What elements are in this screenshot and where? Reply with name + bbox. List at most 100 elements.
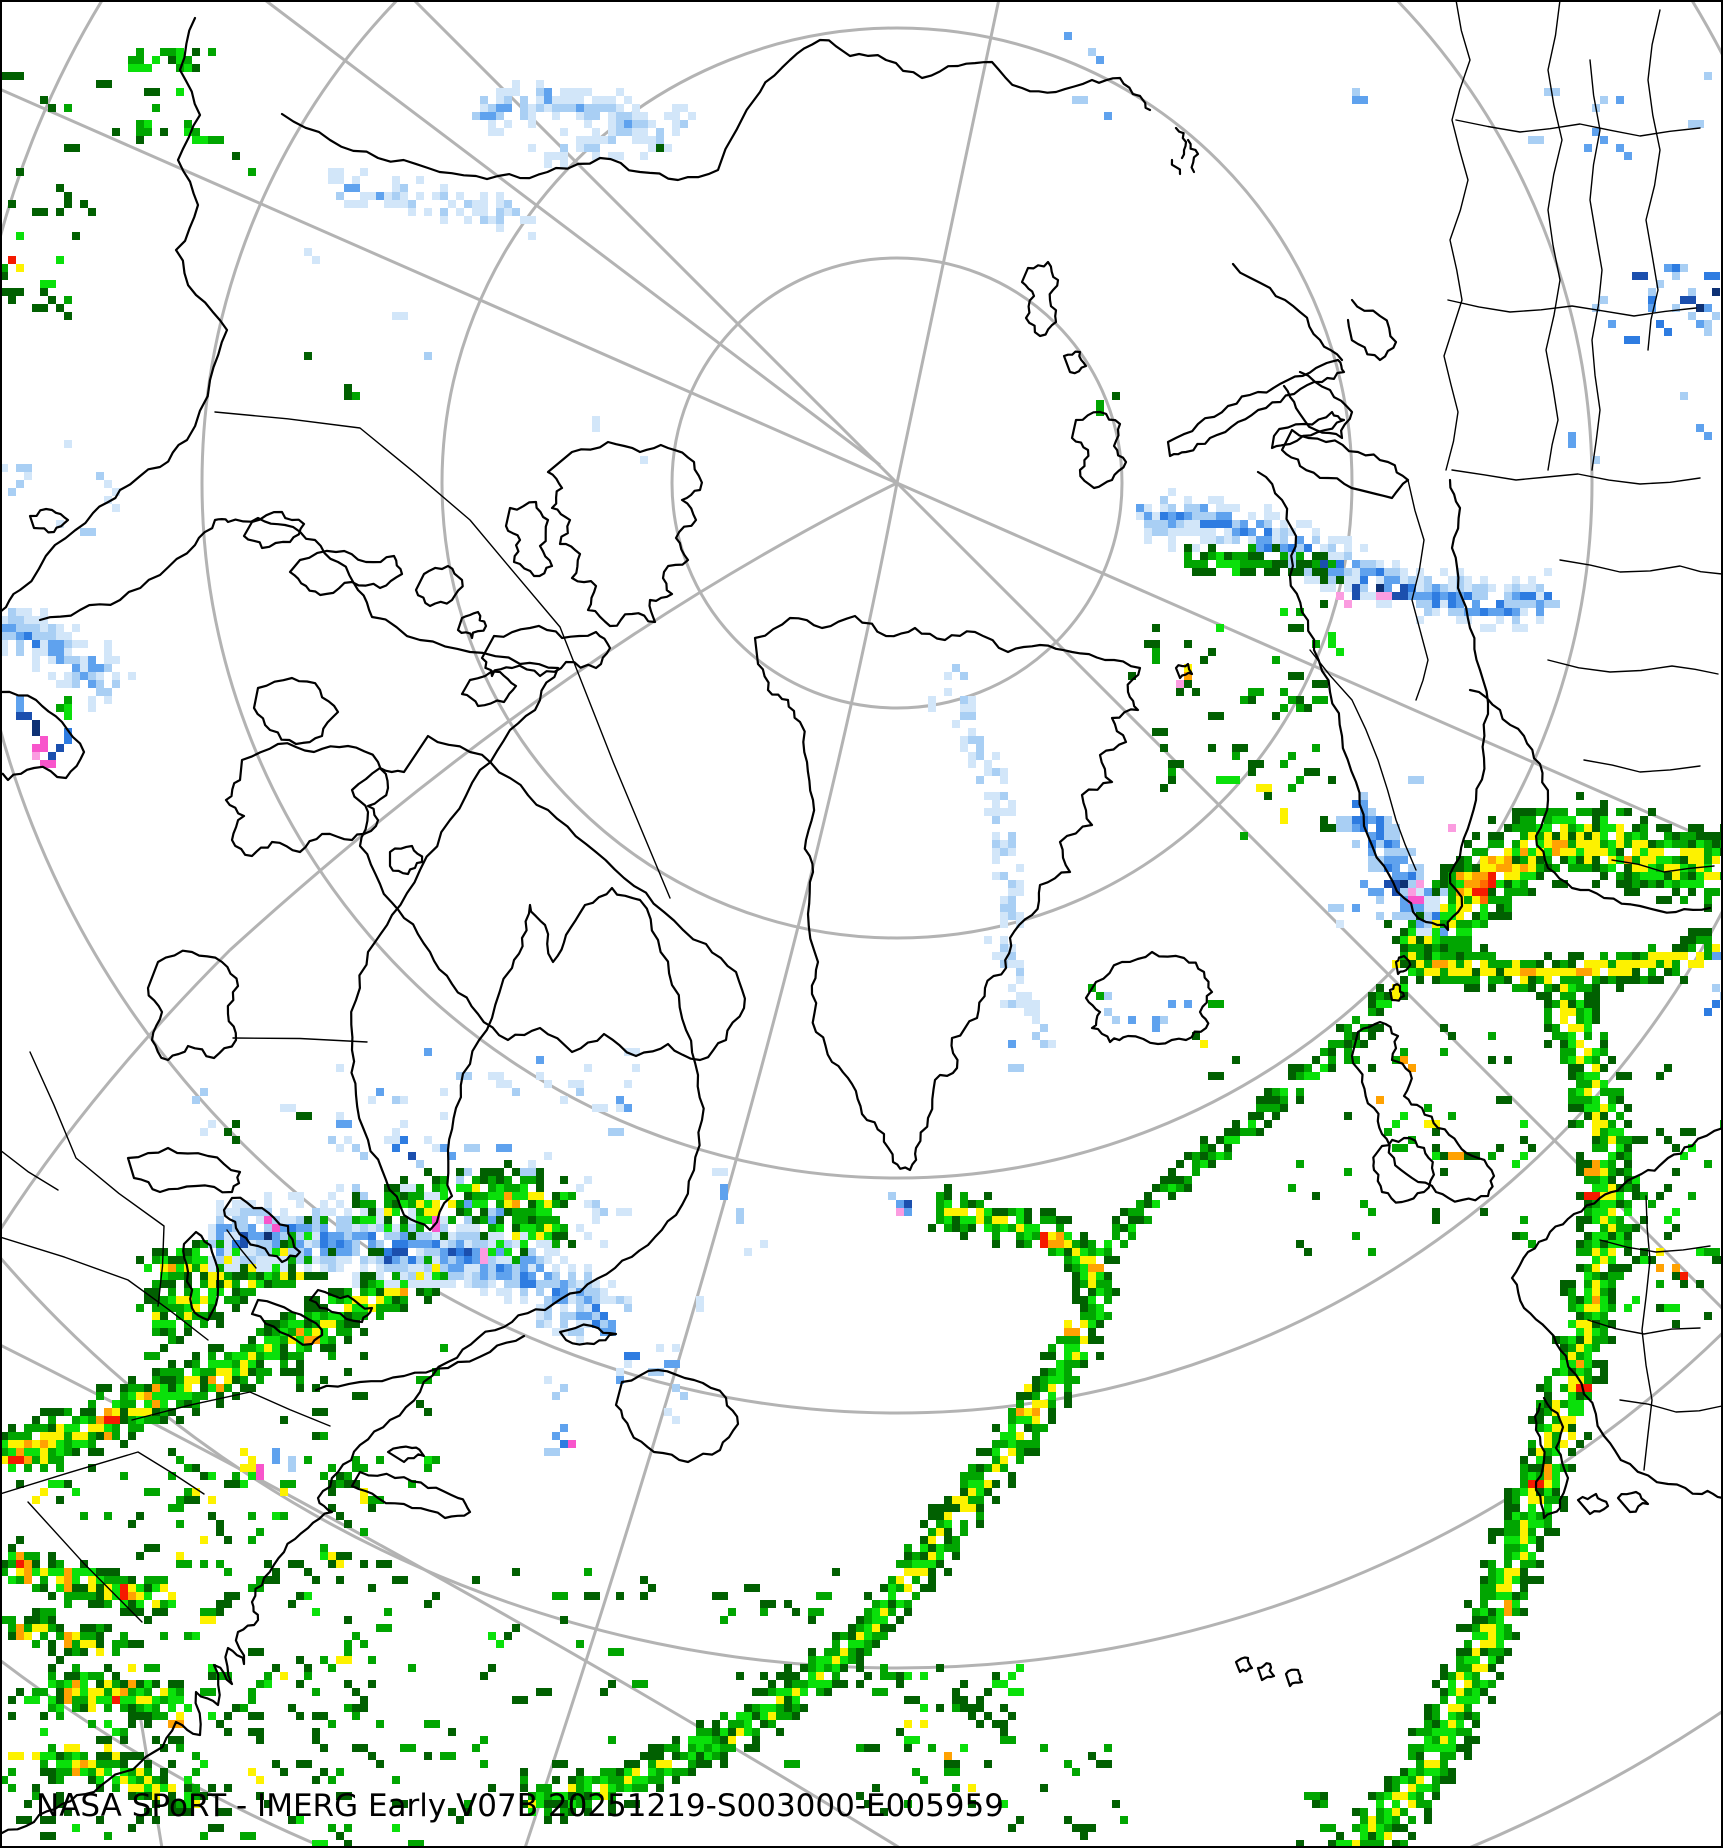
border-us-border-3 bbox=[0, 1236, 209, 1341]
coast-greenland bbox=[753, 614, 1142, 1172]
coast-sev-zemlya-1 bbox=[1174, 126, 1188, 160]
precip-arctic-misc-specks bbox=[304, 248, 648, 464]
coast-siberia-coast bbox=[280, 38, 1152, 182]
precip-norway-coast-green2 bbox=[1232, 672, 1336, 840]
coast-somerset bbox=[460, 670, 518, 708]
border-ru-border-v bbox=[1589, 59, 1603, 471]
coast-melville bbox=[288, 549, 404, 597]
coast-king-william bbox=[388, 844, 424, 876]
precip-chukotka-specks bbox=[56, 152, 360, 400]
border-eu-border-2 bbox=[1545, 0, 1563, 471]
coast-denmark bbox=[1533, 1396, 1570, 1520]
border-us-border-2 bbox=[0, 1149, 59, 1191]
precip-top-right-blues bbox=[1064, 32, 1712, 128]
border-territory-line-3 bbox=[226, 1229, 257, 1269]
coast-baltic-coast bbox=[1468, 688, 1712, 914]
border-eu-border-4 bbox=[1455, 119, 1701, 137]
coast-lake-superior bbox=[126, 1146, 242, 1194]
coast-axel-heiberg bbox=[504, 500, 554, 578]
precip-norway-coast-green bbox=[1152, 600, 1344, 792]
coast-lake-michigan bbox=[182, 1230, 220, 1322]
coast-north-sea-islets-3 bbox=[1284, 1668, 1304, 1688]
border-eu-border-9 bbox=[1583, 759, 1701, 773]
coast-banks bbox=[252, 676, 340, 746]
coast-chukotka bbox=[0, 16, 229, 614]
coast-victoria bbox=[224, 742, 390, 858]
precip-x-east-blobs bbox=[1616, 1064, 1723, 1328]
border-territory-line-2 bbox=[232, 1037, 368, 1043]
border-us-border-5 bbox=[27, 1501, 143, 1623]
coast-na-mainland bbox=[0, 516, 705, 1836]
coast-north-sea-islets-2 bbox=[1256, 1662, 1276, 1682]
coast-ireland bbox=[1372, 1136, 1435, 1204]
coast-novaya-zemlya-s bbox=[1270, 410, 1346, 450]
coast-europe-coast bbox=[1510, 1126, 1723, 1500]
precip-chukotka-green-1 bbox=[128, 48, 224, 144]
coast-nova-scotia bbox=[350, 1470, 472, 1520]
border-eu-border-7 bbox=[1559, 559, 1723, 575]
coast-svalbard-small bbox=[1062, 350, 1088, 375]
border-eu-border-11 bbox=[1599, 1239, 1711, 1253]
coastlines-layer bbox=[0, 16, 1723, 1836]
precip-top-pale-cloud bbox=[472, 80, 664, 152]
coast-devon bbox=[480, 624, 612, 678]
coast-kanin bbox=[1346, 298, 1398, 362]
precip-russia-blues-3 bbox=[1568, 296, 1712, 464]
coast-st-lawrence bbox=[314, 1334, 526, 1392]
coast-russia-arctic-coast bbox=[1231, 262, 1344, 362]
coast-lake-huron bbox=[222, 1196, 302, 1264]
coast-svalbard-ne bbox=[1020, 260, 1060, 338]
precip-north-sea-band bbox=[1328, 984, 1640, 1848]
precip-norway-storm bbox=[1384, 792, 1723, 984]
precip-atlantic-band-cluster bbox=[856, 1664, 1024, 1816]
precip-norway-blue-fringe bbox=[1328, 776, 1448, 936]
precip-greenland-east-snow bbox=[944, 688, 1056, 1072]
border-eu-border-13 bbox=[1619, 1399, 1723, 1413]
coast-orkney bbox=[1388, 983, 1406, 1002]
precip-ireland-bits bbox=[1288, 1160, 1376, 1256]
border-us-border-6 bbox=[0, 1451, 205, 1495]
coast-prince-patrick bbox=[242, 510, 306, 550]
precip-bering-blue bbox=[0, 608, 136, 712]
border-eu-border-14 bbox=[1641, 1195, 1653, 1471]
precip-ne-blue-pink bbox=[256, 1424, 576, 1480]
precip-sw-blob-d bbox=[32, 1744, 200, 1816]
coast-danish-isles-2 bbox=[1616, 1490, 1650, 1514]
coast-southampton bbox=[146, 949, 240, 1062]
precip-siberia-pale-1 bbox=[328, 168, 536, 240]
borders-layer bbox=[0, 0, 1723, 1623]
border-eu-border-8 bbox=[1547, 659, 1719, 675]
border-eu-border-10 bbox=[1611, 859, 1715, 873]
coast-britain bbox=[1350, 1020, 1496, 1203]
precipitation-layer bbox=[0, 32, 1723, 1848]
precip-iceland-snow bbox=[1088, 984, 1240, 1080]
precip-sw-streak-a bbox=[0, 1544, 176, 1616]
border-no-se-border bbox=[1309, 649, 1417, 871]
coast-wrangel bbox=[28, 507, 70, 534]
precip-atlantic-tail-bits bbox=[1008, 1744, 1128, 1840]
coast-iceland bbox=[1084, 950, 1214, 1046]
coast-novaya-zemlya bbox=[1166, 358, 1346, 458]
precip-hudson-specks bbox=[192, 1088, 352, 1152]
coast-newfoundland bbox=[614, 1368, 740, 1464]
precip-atlantic-band bbox=[520, 1184, 1120, 1824]
precip-bering-upper-blue bbox=[0, 440, 120, 536]
precip-russia-blues-2 bbox=[1632, 264, 1720, 336]
coast-jan-mayen bbox=[1174, 662, 1194, 680]
coast-sev-zemlya-3 bbox=[1170, 158, 1182, 176]
precip-sw-streak-b bbox=[0, 1616, 104, 1656]
precip-greenland-tip-snow bbox=[888, 1192, 912, 1216]
precip-x-band-tail-bits bbox=[1296, 1792, 1408, 1848]
coast-scandinavia bbox=[1256, 470, 1490, 932]
coast-pei bbox=[386, 1445, 426, 1464]
coast-baffin bbox=[350, 734, 746, 1062]
border-fi-ru-border bbox=[1407, 479, 1429, 701]
coast-chukotka-se bbox=[0, 690, 86, 782]
precip-sw-blob-c bbox=[48, 1672, 184, 1728]
coast-kola bbox=[1280, 428, 1410, 500]
border-us-border-4 bbox=[131, 1391, 331, 1427]
precip-s-sweden-band bbox=[1392, 928, 1720, 1000]
